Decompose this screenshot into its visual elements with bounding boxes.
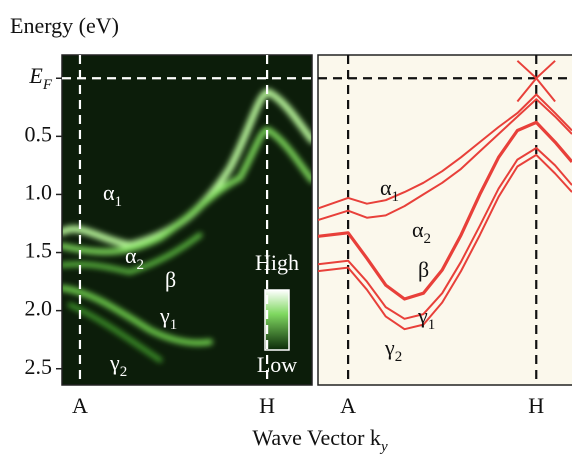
band-label: γ1	[159, 303, 177, 333]
band-line	[318, 147, 572, 320]
band-line	[318, 98, 572, 221]
colorbar-label: High	[255, 250, 299, 275]
band-line	[318, 120, 572, 301]
band-label: β	[165, 267, 176, 292]
right-layer	[318, 55, 572, 385]
band-label: α2	[125, 243, 144, 273]
band-label: γ2	[109, 350, 127, 380]
band-line	[318, 153, 572, 331]
band-label: α2	[412, 217, 431, 247]
y-tick-label: EF	[28, 63, 52, 93]
x-tick-label: A	[72, 393, 88, 418]
y-tick-label: 2.0	[25, 296, 53, 321]
band-label: β	[418, 257, 429, 282]
x-tick-label: A	[340, 393, 356, 418]
left-layer	[62, 55, 312, 385]
left-frame	[61, 54, 313, 386]
y-axis-title: Energy (eV)	[10, 13, 119, 38]
colorbar-label: Low	[257, 352, 297, 377]
x-tick-label: H	[259, 393, 275, 418]
band-line	[516, 60, 556, 103]
intensity-map	[62, 55, 312, 385]
y-tick-label: 1.5	[25, 238, 53, 263]
band-label: γ1	[417, 303, 435, 333]
band-label: α1	[380, 175, 399, 205]
band-line	[318, 93, 572, 210]
labels: EF 0.5 1.0 1.5 2.0 2.5 A Hα1 α2 β γ1 γ2 High Low A Hα1 α…	[25, 63, 545, 418]
x-axis-title: Wave Vector ky	[252, 425, 388, 455]
y-tick-label: 0.5	[25, 121, 53, 146]
y-tick-label: 1.0	[25, 179, 53, 204]
right-frame	[317, 54, 572, 386]
x-tick-label: H	[528, 393, 544, 418]
y-tick-label: 2.5	[25, 354, 53, 379]
band-label: α1	[103, 180, 122, 210]
band-label: γ2	[384, 335, 402, 365]
